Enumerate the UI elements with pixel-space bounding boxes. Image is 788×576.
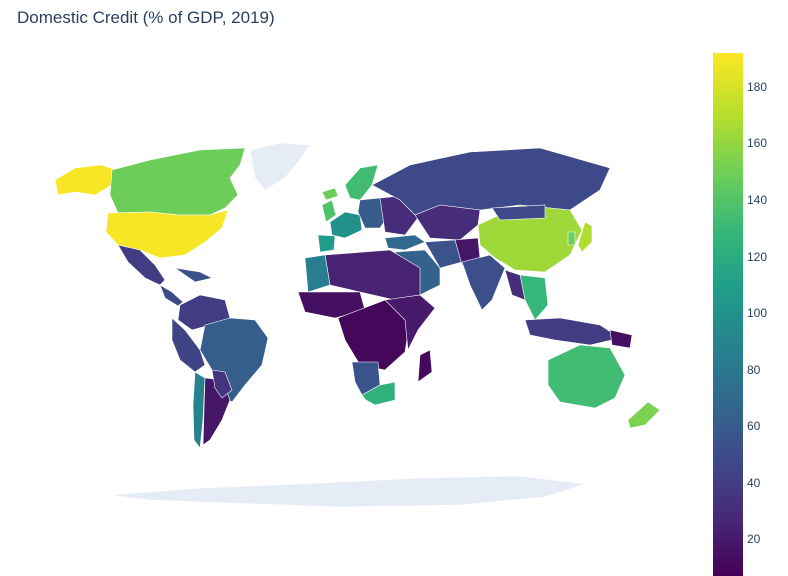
colorbar-tick: 160 [747, 136, 768, 151]
region-morocco[interactable] [304, 254, 331, 293]
region-japan[interactable] [577, 221, 593, 253]
colorbar-tick: 20 [747, 532, 761, 547]
region-australia[interactable] [547, 344, 626, 409]
region-madagascar[interactable] [417, 349, 433, 383]
region-alaska-united-states[interactable] [54, 164, 119, 196]
region-south-africa[interactable] [361, 381, 396, 406]
region-new-zealand[interactable] [627, 401, 661, 429]
region-caribbean[interactable] [174, 267, 213, 283]
region-turkey[interactable] [384, 234, 426, 251]
region-papua-new-guinea[interactable] [609, 329, 633, 349]
region-myanmar[interactable] [504, 269, 526, 301]
region-antarctica[interactable] [109, 475, 586, 508]
region-iberia[interactable] [317, 234, 336, 253]
chart-title: Domestic Credit (% of GDP, 2019) [17, 8, 275, 27]
region-central-america[interactable] [159, 284, 184, 307]
region-western-europe[interactable] [329, 211, 363, 239]
region-iceland[interactable] [321, 187, 339, 201]
region-korea[interactable] [567, 231, 576, 246]
region-canada[interactable] [109, 147, 246, 216]
colorbar-tick: 80 [747, 362, 761, 377]
region-east-africa[interactable] [384, 294, 436, 352]
region-greenland[interactable] [249, 142, 311, 191]
colorbar-tick: 180 [747, 79, 768, 94]
region-malaysia-indonesia[interactable] [524, 317, 621, 346]
colorbar-tick: 60 [747, 419, 761, 434]
world-choropleth-map[interactable] [0, 0, 700, 576]
colorbar-gradient [713, 53, 743, 576]
region-mexico[interactable] [117, 244, 166, 286]
region-russia[interactable] [371, 147, 611, 216]
region-scandinavia[interactable] [344, 164, 379, 201]
colorbar-tick: 140 [747, 193, 768, 207]
region-peru-ecuador[interactable] [171, 317, 206, 373]
region-united-kingdom[interactable] [321, 199, 337, 223]
region-mongolia[interactable] [491, 204, 546, 221]
colorbar-tick: 40 [747, 475, 761, 490]
colorbar-tick: 120 [747, 249, 768, 264]
region-india[interactable] [461, 254, 506, 311]
colorbar-tick: 100 [747, 306, 768, 321]
colorbar: 180 160 140 120 100 80 60 40 20 [713, 53, 767, 576]
region-uruguay-paraguay[interactable] [211, 369, 233, 399]
